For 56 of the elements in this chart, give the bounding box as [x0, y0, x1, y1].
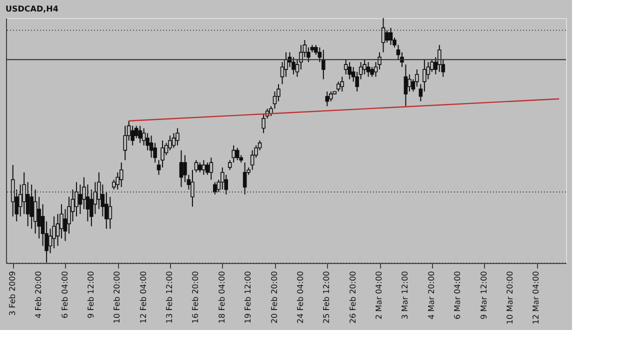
candlestick — [119, 162, 124, 188]
x-tick-label: 3 Feb 2009 — [8, 271, 17, 316]
candlestick — [235, 147, 240, 161]
candlestick — [198, 162, 202, 173]
candlestick — [329, 91, 333, 102]
candlestick — [168, 135, 172, 151]
candlestick — [213, 182, 217, 195]
x-tick-label: 4 Mar 20:00 — [426, 271, 436, 320]
candlestick — [123, 125, 128, 161]
x-tick-label: 9 Mar 12:00 — [479, 271, 488, 320]
x-tick-label: 3 Mar 12:00 — [400, 271, 410, 320]
candlestick — [52, 216, 56, 249]
x-tick-label: 4 Feb 20:00 — [34, 271, 44, 318]
candlestick — [408, 74, 412, 92]
candlestick — [209, 157, 214, 180]
candlestick — [179, 150, 184, 188]
candlestick — [366, 62, 370, 78]
candlestick — [202, 160, 206, 176]
x-tick-label: 18 Feb 04:00 — [217, 271, 226, 324]
x-tick-label: 6 Feb 04:00 — [60, 271, 70, 318]
x-tick-label: 12 Mar 04:00 — [532, 271, 541, 324]
candlestick — [292, 56, 296, 75]
x-tick-label: 10 Mar 20:00 — [505, 271, 514, 324]
candlestick — [381, 18, 386, 53]
x-tick-label: 12 Feb 04:00 — [138, 271, 148, 324]
candlestick — [206, 162, 210, 176]
chart-title: USDCAD,H4 — [6, 4, 59, 14]
x-tick-label: 24 Feb 04:00 — [296, 271, 305, 324]
candlestick — [138, 125, 142, 144]
x-tick-label: 2 Mar 04:00 — [374, 271, 384, 320]
x-tick-label: 9 Feb 12:00 — [86, 271, 96, 318]
candlestick — [176, 128, 180, 146]
candlestick — [388, 27, 393, 46]
candlestick — [149, 135, 154, 158]
candlestick — [130, 125, 134, 146]
candlestick — [415, 68, 419, 88]
x-tick-label: 16 Feb 20:00 — [191, 271, 200, 324]
candlestick — [250, 150, 254, 170]
candlestick — [348, 62, 352, 80]
candlestick — [322, 49, 326, 80]
x-tick-label: 19 Feb 12:00 — [244, 271, 253, 324]
candlestick — [325, 91, 330, 107]
candlestick — [242, 162, 247, 195]
x-tick-label: 13 Feb 12:00 — [165, 271, 174, 324]
candlestick — [385, 30, 389, 43]
candlestick — [336, 81, 340, 92]
x-tick-label: 10 Feb 20:00 — [112, 271, 122, 324]
x-tick-label: 20 Feb 20:00 — [270, 271, 279, 324]
x-tick-label: 25 Feb 12:00 — [322, 271, 332, 324]
candlestick — [340, 76, 344, 92]
x-tick-label: 6 Mar 04:00 — [453, 271, 462, 320]
candlestick — [108, 196, 112, 230]
candlestick — [404, 64, 408, 107]
candlestick — [30, 184, 34, 230]
candlestick — [183, 154, 187, 183]
x-tick-label: 26 Feb 20:00 — [348, 271, 358, 324]
